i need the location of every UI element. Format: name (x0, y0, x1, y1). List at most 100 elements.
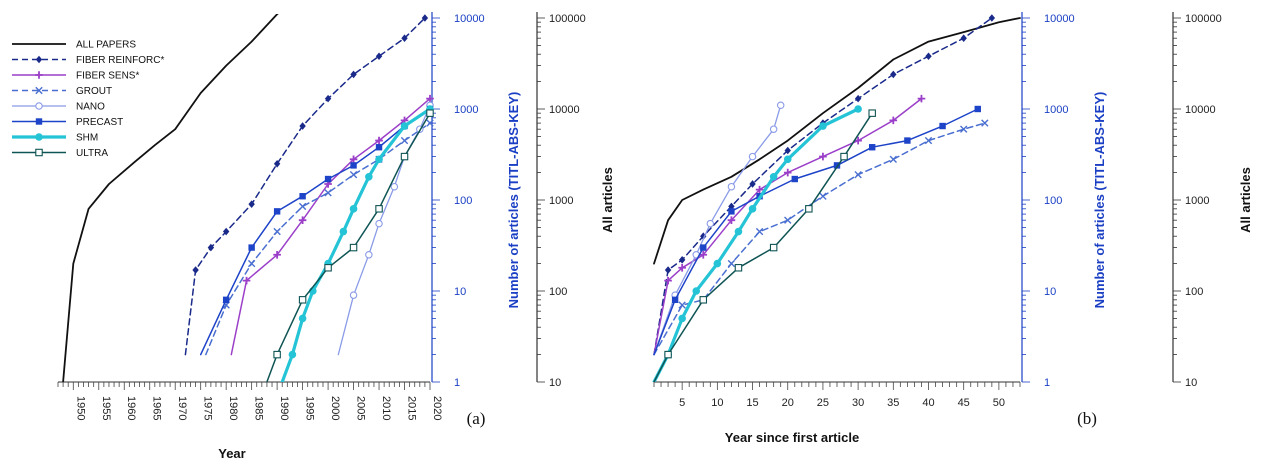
x-tick-label: 1985 (253, 396, 265, 420)
point (426, 109, 434, 117)
point (727, 259, 736, 268)
point (35, 118, 43, 125)
point (783, 168, 792, 177)
y-tick-label: 10 (1044, 286, 1056, 298)
point (242, 276, 251, 285)
point (769, 243, 778, 252)
panel-label: (a) (467, 409, 486, 428)
x-tick-label: 2020 (431, 396, 443, 420)
panel-a: 1950 1955 1960 1965 1970 1975 1980 1985 1990 1995… (57, 12, 615, 461)
point (791, 175, 798, 183)
y2-tick-label: 100000 (1185, 13, 1222, 25)
point (349, 170, 358, 179)
point (678, 263, 686, 272)
legend-entry: SHM (12, 133, 98, 144)
point (819, 192, 827, 200)
point (769, 125, 778, 133)
legend-entry: PRECAST (12, 117, 123, 128)
y-tick-label: 10000 (454, 13, 485, 25)
legend-entry: ULTRA (12, 148, 108, 159)
legend-entry: FIBER SENS* (12, 71, 139, 82)
series-line (653, 17, 1021, 265)
point (939, 122, 946, 130)
legend-label: FIBER REINFORC* (76, 55, 164, 66)
x-tick-label: 1970 (176, 396, 188, 420)
x-tick-label: 1965 (151, 396, 163, 420)
point (727, 182, 736, 191)
legend-label: FIBER SENS* (76, 71, 139, 82)
point (400, 136, 409, 145)
point (819, 122, 827, 130)
series-ultra (653, 109, 876, 382)
point (671, 296, 679, 304)
point (700, 244, 707, 251)
legend: ALL PAPERS FIBER REINFORC* FIBER SENS* GROU… (12, 40, 164, 159)
point (299, 193, 306, 200)
point (349, 155, 358, 164)
point (375, 155, 383, 164)
series-precast (199, 105, 434, 356)
x-tick-label: 15 (746, 397, 758, 409)
point (678, 314, 686, 323)
series-line (184, 17, 426, 356)
legend-label: ULTRA (76, 148, 108, 159)
point (664, 350, 672, 359)
point (854, 94, 862, 103)
series-all-papers (62, 14, 279, 382)
y2-tick-label: 100 (549, 286, 567, 298)
point (350, 162, 357, 169)
point (298, 202, 307, 211)
point (734, 264, 743, 272)
x-tick-label: 2010 (380, 396, 392, 420)
y-tick-label: 1 (1044, 377, 1050, 389)
series-fiber-sens- (230, 94, 434, 356)
series-all-papers (653, 17, 1021, 265)
legend-label: PRECAST (76, 117, 123, 128)
point (678, 301, 686, 309)
series-nano (337, 101, 434, 356)
x-tick-label: 1990 (278, 396, 290, 420)
series-line (266, 112, 431, 382)
point (35, 133, 43, 141)
series-line (653, 104, 782, 356)
point (375, 219, 383, 228)
series-grout (205, 119, 434, 356)
series-shm (652, 105, 862, 382)
x-tick-label: 1955 (100, 396, 112, 420)
x-tick-label: 1960 (125, 396, 137, 420)
y-axis-title: Number of articles (TITL-ABS-KEY) (506, 92, 521, 309)
point (400, 122, 409, 130)
point (426, 119, 434, 127)
point (728, 208, 735, 215)
y2-axis-title: All articles (600, 167, 615, 233)
x-tick-label: 35 (887, 397, 899, 409)
point (890, 70, 897, 79)
x-tick-label: 2000 (329, 396, 341, 420)
y-tick-label: 100 (454, 195, 472, 207)
panel-label: (b) (1077, 409, 1097, 428)
point (248, 200, 255, 208)
y2-tick-label: 10 (1185, 377, 1197, 389)
point (755, 185, 764, 194)
point (868, 144, 876, 151)
point (375, 205, 383, 213)
legend-entry: NANO (12, 102, 105, 113)
point (298, 314, 307, 323)
x-tick-label: 2015 (406, 396, 418, 420)
point (713, 259, 722, 268)
point (400, 152, 409, 161)
point (692, 287, 701, 295)
point (421, 14, 429, 22)
series-line (230, 97, 431, 356)
point (298, 296, 307, 304)
point (981, 119, 989, 127)
point (324, 175, 332, 183)
y-tick-label: 1000 (454, 104, 478, 116)
y2-tick-label: 100 (1185, 286, 1203, 298)
point (854, 136, 862, 145)
y2-tick-label: 100000 (549, 13, 586, 25)
point (917, 94, 926, 103)
series-line (653, 108, 979, 356)
series-line (205, 122, 431, 356)
series-fiber-reinforc- (184, 14, 429, 356)
